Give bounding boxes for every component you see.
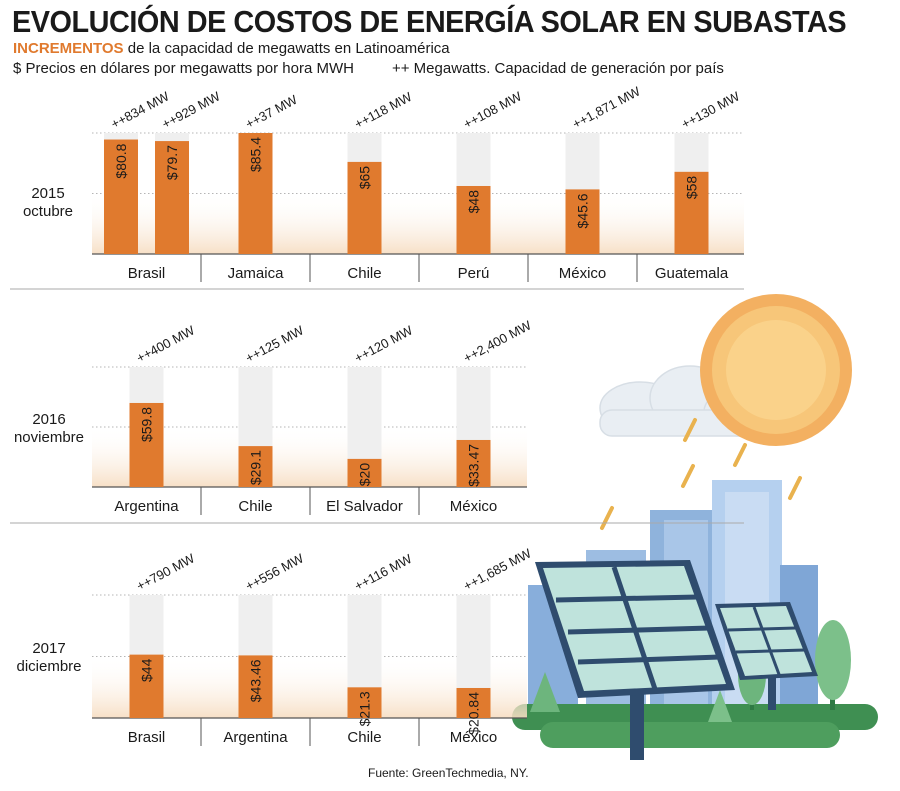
period-year: 2015 bbox=[31, 185, 65, 202]
source-note: Fuente: GreenTechmedia, NY. bbox=[368, 766, 529, 780]
country-label: Chile bbox=[347, 729, 381, 746]
capacity-label: ++790 MW bbox=[134, 550, 198, 593]
legend-capacity: ++ Megawatts. Capacidad de generación po… bbox=[391, 60, 724, 77]
price-label: $29.1 bbox=[248, 450, 264, 485]
price-bar bbox=[238, 655, 273, 718]
period-year: 2016 bbox=[32, 411, 66, 428]
country-label: El Salvador bbox=[326, 498, 403, 515]
subtitle-rest: de la capacidad de megawatts en Latinoam… bbox=[127, 40, 450, 57]
legend-line: $ Precios en dólares por megawatts por h… bbox=[13, 60, 724, 77]
period-label-2016: 2016 noviembre bbox=[8, 411, 90, 447]
capacity-label: ++120 MW bbox=[352, 322, 416, 365]
price-bar bbox=[129, 402, 164, 487]
period-month: diciembre bbox=[16, 658, 82, 675]
price-label: $58 bbox=[684, 176, 700, 200]
price-label: $20 bbox=[357, 463, 373, 487]
price-label: $21.3 bbox=[357, 691, 373, 726]
country-label: Brasil bbox=[128, 265, 166, 282]
chart-background bbox=[92, 427, 527, 487]
capacity-label: ++400 MW bbox=[134, 322, 198, 365]
chart-background bbox=[92, 193, 744, 254]
country-label: Argentina bbox=[114, 498, 179, 515]
country-label: Chile bbox=[347, 265, 381, 282]
page-title: EVOLUCIÓN DE COSTOS DE ENERGÍA SOLAR EN … bbox=[12, 4, 847, 39]
period-label-2015: 2015 octubre bbox=[14, 185, 82, 221]
price-bar bbox=[104, 139, 138, 254]
price-bar bbox=[456, 439, 491, 487]
price-label: $48 bbox=[466, 190, 482, 214]
price-bar bbox=[347, 687, 382, 718]
country-label: México bbox=[450, 729, 498, 746]
country-label: Perú bbox=[458, 265, 490, 282]
capacity-label: ++929 MW bbox=[159, 88, 223, 131]
price-bar bbox=[456, 185, 491, 254]
price-bar bbox=[129, 654, 164, 718]
capacity-label: ++130 MW bbox=[679, 88, 743, 131]
price-label: $45.6 bbox=[575, 193, 591, 228]
capacity-label: ++556 MW bbox=[243, 550, 307, 593]
capacity-label: ++116 MW bbox=[352, 551, 415, 594]
price-bar bbox=[238, 133, 273, 254]
price-label: $85.4 bbox=[248, 137, 264, 172]
price-label: $43.46 bbox=[248, 659, 264, 702]
chart-panel-2015: $80.8++834 MW$79.7++929 MWBrasil$85.4++3… bbox=[10, 83, 744, 290]
country-label: Argentina bbox=[223, 729, 288, 746]
capacity-label: ++125 MW bbox=[243, 322, 307, 365]
legend-price: $ Precios en dólares por megawatts por h… bbox=[13, 60, 354, 77]
sun-icon bbox=[700, 294, 852, 446]
period-year: 2017 bbox=[32, 640, 66, 657]
price-bar bbox=[347, 161, 382, 254]
country-label: Jamaica bbox=[228, 265, 285, 282]
price-bar bbox=[456, 687, 491, 718]
price-bar bbox=[565, 189, 600, 254]
price-bar bbox=[674, 171, 709, 254]
country-label: Brasil bbox=[128, 729, 166, 746]
capacity-label: ++118 MW bbox=[352, 89, 415, 132]
country-label: Guatemala bbox=[655, 265, 729, 282]
chart-panel-2017: $44 ++790 MW Brasil $43.46 ++556 MW Argentina… bbox=[92, 545, 534, 746]
price-label: $80.8 bbox=[113, 143, 129, 178]
price-bar bbox=[347, 458, 382, 487]
price-label: $59.8 bbox=[139, 407, 155, 442]
capacity-label: ++2,400 MW bbox=[461, 317, 534, 366]
price-label: $79.7 bbox=[164, 145, 180, 180]
capacity-label: ++37 MW bbox=[243, 92, 300, 132]
price-bar bbox=[238, 446, 273, 487]
price-label: $33.47 bbox=[466, 444, 482, 487]
period-month: noviembre bbox=[13, 429, 85, 446]
country-label: Chile bbox=[238, 498, 272, 515]
price-label: $20.84 bbox=[466, 692, 482, 735]
period-month: octubre bbox=[22, 203, 74, 220]
solar-panel-icon bbox=[535, 560, 818, 760]
subtitle: INCREMENTOS de la capacidad de megawatts… bbox=[13, 40, 450, 57]
chart-background bbox=[92, 656, 527, 718]
chart-panel-2016: $59.8 ++400 MW Argentina $29.1 ++125 MW Chile… bbox=[10, 317, 744, 524]
capacity-label: ++1,871 MW bbox=[570, 83, 643, 132]
country-label: México bbox=[559, 265, 607, 282]
period-label-2017: 2017 diciembre bbox=[8, 640, 90, 676]
price-label: $44 bbox=[139, 658, 155, 682]
price-label: $65 bbox=[357, 166, 373, 190]
country-label: México bbox=[450, 498, 498, 515]
subtitle-highlight: INCREMENTOS bbox=[13, 40, 124, 57]
capacity-label: ++108 MW bbox=[461, 88, 525, 131]
capacity-label: ++1,685 MW bbox=[461, 545, 534, 594]
price-bar bbox=[155, 141, 189, 254]
